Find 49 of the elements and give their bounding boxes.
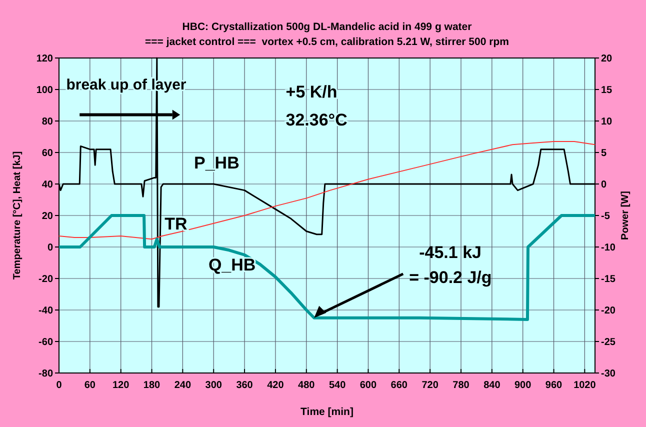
y-tick-label: 100 (36, 85, 54, 96)
chart-subtitle: === jacket control === vortex +0.5 cm, calibration 5.21 W, stirrer 500 rpm (145, 36, 509, 48)
y-tick-label: -80 (38, 368, 54, 380)
y-tick-label: 40 (42, 180, 54, 190)
y-tick-label: -20 (38, 274, 54, 285)
x-tick-label: 720 (422, 380, 439, 391)
y2-tick-label: -25 (601, 337, 616, 348)
y2-tick-label: 0 (601, 180, 607, 190)
y-tick-label: 0 (47, 242, 54, 254)
x-tick-label: 480 (298, 380, 316, 391)
y2-tick-label: -30 (601, 368, 616, 380)
y2-tick-label: -15 (601, 274, 616, 285)
y2-tick-label: -10 (601, 242, 616, 254)
y-tick-label: 60 (42, 148, 54, 159)
y-tick-label: 20 (42, 211, 54, 222)
y-tick-label: 80 (42, 116, 54, 128)
x-tick-label: 840 (484, 380, 501, 391)
y2-tick-label: -5 (601, 211, 610, 222)
line-series (58, 140, 596, 240)
y2-axis-title: Power [W] (620, 191, 631, 240)
y-tick-label: 120 (36, 54, 54, 64)
y2-tick-label: 20 (601, 54, 613, 64)
x-tick-label: 240 (174, 380, 192, 391)
annotation: +5 K/h (286, 82, 338, 102)
x-tick-label: 660 (390, 380, 408, 391)
x-tick-label: 960 (545, 380, 563, 391)
x-tick-label: 1020 (574, 380, 596, 391)
x-tick-label: 300 (205, 380, 222, 391)
y-axis-title: Temperature [°C], Heat [kJ] (12, 151, 23, 280)
x-tick-label: 0 (56, 380, 62, 391)
y2-tick-label: 5 (601, 148, 607, 159)
y-tick-label: -60 (38, 337, 54, 348)
x-tick-label: 120 (112, 380, 130, 391)
line-series (58, 214, 596, 321)
x-tick-label: 540 (328, 380, 346, 391)
y2-tick-label: 15 (601, 85, 613, 96)
annotation: -45.1 kJ = -90.2 J/g (409, 242, 492, 287)
chart-title: HBC: Crystallization 500g DL-Mandelic acid in 499 g water (182, 21, 472, 33)
x-tick-label: 360 (236, 380, 254, 391)
x-tick-label: 780 (452, 380, 470, 391)
y-tick-label: -40 (38, 306, 54, 316)
x-tick-label: 600 (360, 380, 378, 391)
y2-tick-label: 10 (601, 116, 613, 128)
x-tick-label: 420 (267, 380, 284, 391)
y2-tick-label: -20 (601, 306, 616, 316)
x-axis-title: Time [min] (300, 406, 354, 418)
x-tick-label: 180 (143, 380, 161, 391)
x-tick-label: 900 (514, 380, 532, 391)
x-tick-label: 60 (84, 380, 96, 391)
